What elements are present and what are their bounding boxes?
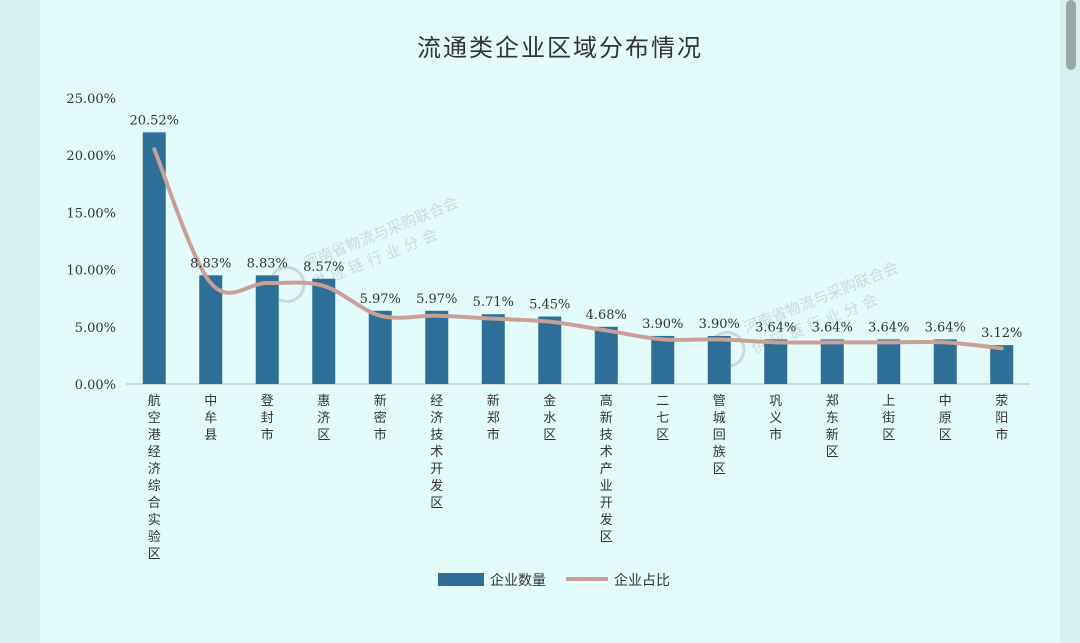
bar [199,275,223,384]
x-tick-label: 荥阳市 [995,394,1008,443]
data-label: 5.97% [416,292,457,307]
y-tick-label: 5.00% [75,321,116,336]
x-tick-label: 惠济区 [317,394,330,443]
x-tick-label: 巩义市 [769,394,782,443]
data-label: 3.90% [699,317,740,332]
x-tick-label: 经济技术开发区 [430,394,443,511]
x-tick-label: 登封市 [261,394,274,443]
legend-label: 企业数量 [490,572,546,589]
watermark-group: 河南省物流与采购联合会供 应 链 行 业 分 会河南省物流与采购联合会供 应 链… [268,193,901,368]
data-label: 8.83% [247,256,288,271]
legend-label: 企业占比 [614,572,670,589]
bar [764,339,788,384]
y-tick-label: 15.00% [66,206,116,221]
data-label: 8.83% [190,256,231,271]
bar [707,335,731,384]
bar [651,335,675,384]
y-tick-label: 20.00% [66,149,116,164]
legend: 企业数量 企业占比 [438,572,670,589]
bar-series [142,132,1014,384]
data-label: 3.64% [868,320,909,335]
legend-bar-swatch [438,573,484,586]
line-series [152,147,1004,351]
x-tick-label: 中牟县 [204,394,217,443]
bar [142,132,166,384]
y-tick-label: 10.00% [66,264,116,279]
data-label: 5.71% [473,295,514,310]
data-label: 3.64% [812,320,853,335]
data-label: 3.90% [642,317,683,332]
bar [368,310,392,384]
data-label: 20.52% [129,113,179,128]
bar [538,316,562,384]
x-tick-label: 新密市 [374,393,387,443]
data-label: 5.97% [360,292,401,307]
data-label: 3.12% [981,326,1022,341]
bar [255,275,279,384]
y-tick-label: 0.00% [75,378,116,393]
bar [820,339,844,384]
x-tick-label: 航空港经济综合实验区 [148,393,161,562]
x-tick-label: 新郑市 [487,393,500,443]
bar [933,339,957,384]
bar [481,314,505,384]
x-tick-label: 高新技术产业开发区 [600,393,613,545]
x-tick-label: 二七区 [656,394,669,443]
x-tick-label: 郑东新区 [826,394,839,460]
data-label: 5.45% [529,298,570,313]
data-label: 3.64% [925,320,966,335]
bar [990,345,1014,384]
bar [594,326,618,384]
bar [312,278,336,384]
data-label: 4.68% [586,308,627,323]
data-label: 8.57% [303,260,344,275]
chart-title: 流通类企业区域分布情况 [417,34,703,62]
x-tick-label: 中原区 [939,394,952,443]
data-label: 3.64% [755,320,796,335]
y-tick-label: 25.00% [66,92,116,107]
scrollbar[interactable] [1066,0,1076,70]
bar [425,310,449,384]
data-labels: 20.52% 8.83% 8.83% 8.57% 5.97% 5.97% 5.71% 5.45… [129,113,1022,341]
x-tick-label: 管城回族区 [713,394,726,477]
line-series-path [152,147,1004,351]
bar [877,339,901,384]
x-tick-label: 上街区 [882,394,895,443]
x-tick-label: 金水区 [543,393,556,443]
x-axis: 航空港经济综合实验区 中牟县 登封市 惠济区 新密市 经济技术开发区 新郑市 金水区 高新技术产… [148,393,1009,562]
